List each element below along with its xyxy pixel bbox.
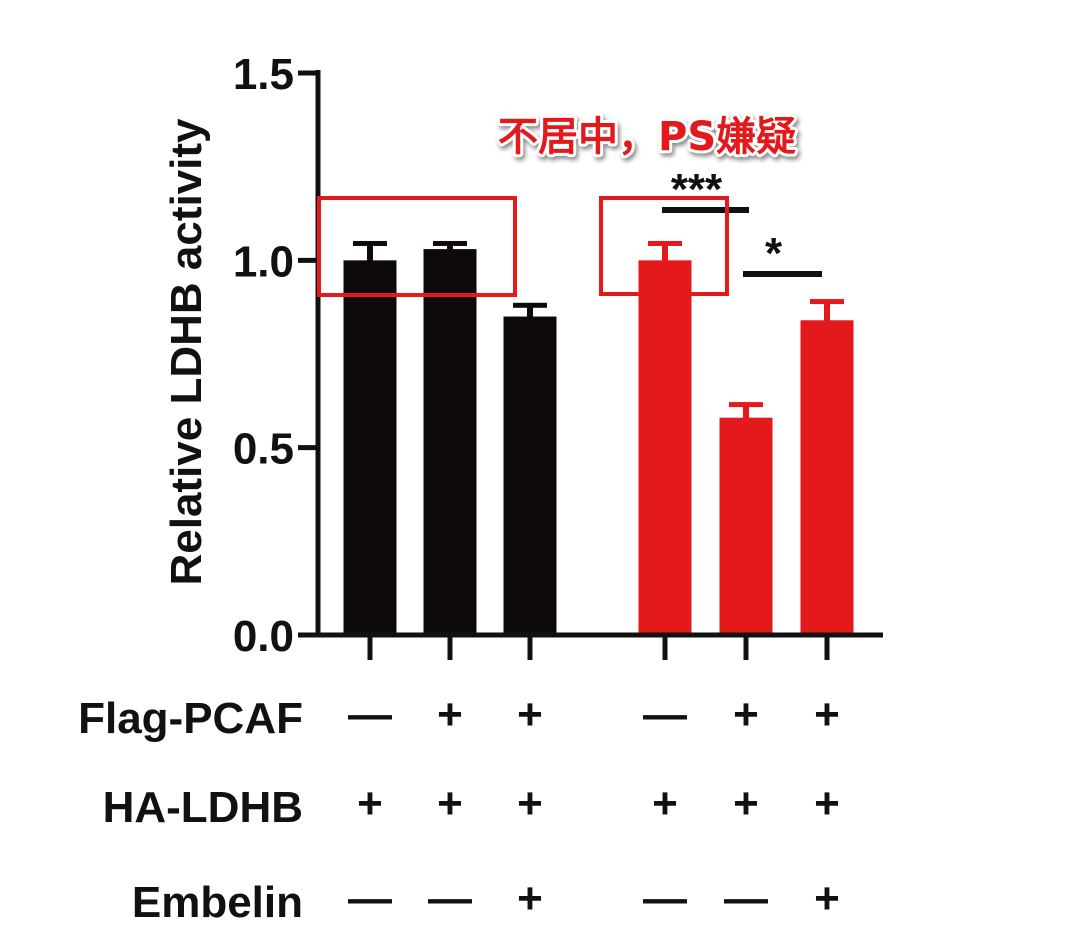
condition-mark-plus: + <box>733 779 759 828</box>
axes <box>315 70 883 638</box>
condition-mark-minus: — <box>643 690 687 739</box>
bars-layer <box>343 249 854 636</box>
condition-mark-plus: + <box>733 690 759 739</box>
significance-stars: * <box>765 229 783 278</box>
error-bar-1 <box>367 243 373 262</box>
error-cap-4 <box>648 240 682 246</box>
bar-5 <box>719 417 773 635</box>
error-cap-5 <box>729 402 763 408</box>
error-cap-3 <box>513 302 547 308</box>
x-ticks <box>367 635 830 660</box>
y-axis-label: Relative LDHB activity <box>162 118 211 586</box>
bar-2 <box>423 249 477 636</box>
y-ticks: 0.0 0.5 1.0 1.5 <box>233 50 318 661</box>
y-tick-label: 1.0 <box>233 237 294 286</box>
condition-mark-plus: + <box>357 779 383 828</box>
y-tick-label: 0.5 <box>233 425 294 474</box>
significance-line <box>743 271 822 277</box>
error-cap-1 <box>353 240 387 246</box>
condition-label-embelin: Embelin <box>132 878 303 927</box>
error-bar-4 <box>662 243 668 262</box>
annotation-text: 不居中，PS嫌疑 <box>498 114 796 160</box>
error-cap-2 <box>433 240 467 246</box>
condition-mark-plus: + <box>437 690 463 739</box>
error-bars-layer <box>353 240 844 419</box>
condition-mark-plus: + <box>517 690 543 739</box>
condition-mark-minus: — <box>348 690 392 739</box>
condition-mark-minus: — <box>643 874 687 923</box>
condition-label-ha-ldhb: HA-LDHB <box>103 783 303 832</box>
annotation-box-right <box>599 196 729 296</box>
condition-mark-plus: + <box>437 779 463 828</box>
review-annotations: 不居中，PS嫌疑 <box>317 111 799 297</box>
error-bar-2 <box>447 243 453 251</box>
significance-line <box>662 207 749 213</box>
y-tick-label: 0.0 <box>233 612 294 661</box>
condition-mark-minus: — <box>724 874 768 923</box>
condition-mark-plus: + <box>814 874 840 923</box>
error-bar-5 <box>743 404 749 419</box>
condition-mark-minus: — <box>348 874 392 923</box>
condition-table: Flag-PCAF — + + — + + HA-LDHB + + + + + + Embelin — — + — —… <box>78 690 840 927</box>
bar-4 <box>638 260 692 635</box>
error-bar-6 <box>824 301 830 322</box>
annotation-box-left <box>317 196 517 297</box>
condition-label-flag-pcaf: Flag-PCAF <box>78 694 303 743</box>
condition-mark-plus: + <box>517 874 543 923</box>
significance-annotations: **** <box>662 165 822 278</box>
condition-mark-plus: + <box>814 779 840 828</box>
bar-6 <box>800 320 854 635</box>
bar-3 <box>503 316 557 635</box>
error-bar-3 <box>527 305 533 318</box>
y-tick-label: 1.5 <box>233 50 294 99</box>
significance-stars: *** <box>671 165 723 214</box>
bar-1 <box>343 260 397 635</box>
condition-mark-minus: — <box>428 874 472 923</box>
error-cap-6 <box>810 299 844 305</box>
condition-mark-plus: + <box>814 690 840 739</box>
condition-mark-plus: + <box>652 779 678 828</box>
condition-mark-plus: + <box>517 779 543 828</box>
